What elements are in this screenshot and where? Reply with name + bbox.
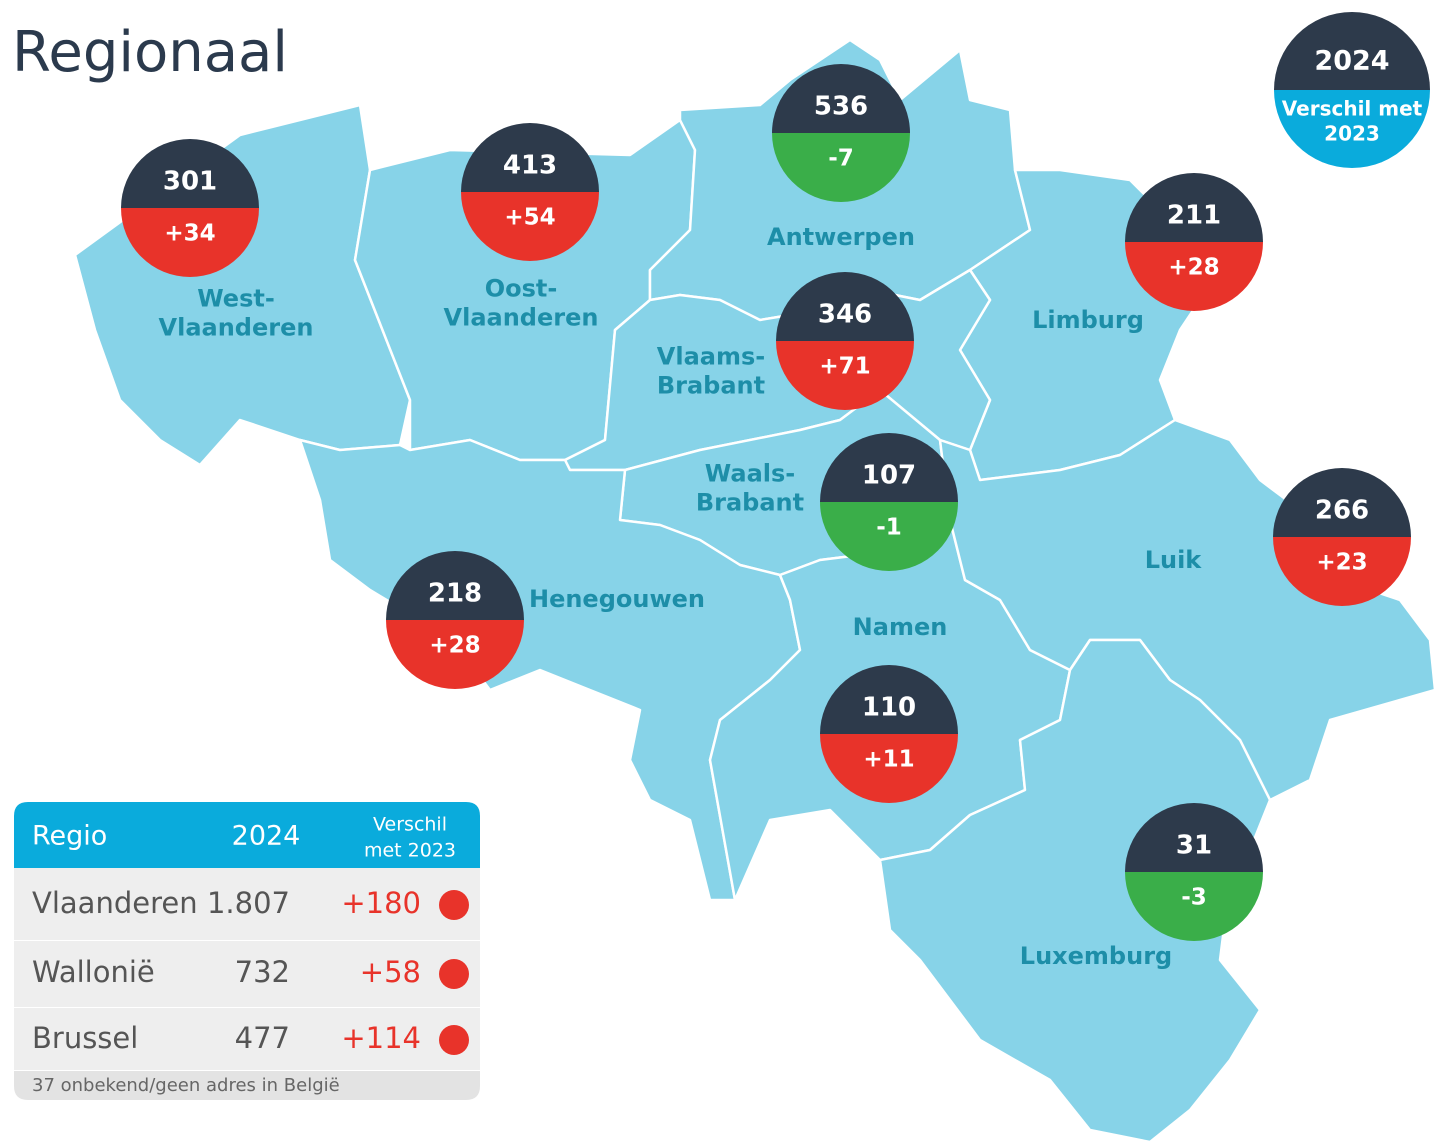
region-diff: -7 <box>828 146 854 172</box>
region-value: 301 <box>163 167 217 197</box>
row-name: Wallonië <box>32 955 155 989</box>
row-dot <box>439 1025 469 1055</box>
marker-top <box>1273 468 1411 537</box>
marker-top <box>1125 173 1263 242</box>
table-header: met 2023 <box>364 840 456 862</box>
row-diff: +58 <box>360 955 421 989</box>
row-diff: +114 <box>341 1021 421 1055</box>
region-label: Luik <box>1145 546 1203 574</box>
region-label: Vlaanderen <box>444 304 599 332</box>
region-diff: -1 <box>876 515 902 541</box>
row-dot <box>439 890 469 920</box>
region-value: 110 <box>862 693 916 723</box>
summary-table: Regio 2024 Verschil met 2023 37 onbekend… <box>14 802 480 1100</box>
marker-top <box>461 123 599 192</box>
marker-bottom <box>820 734 958 803</box>
region-value: 536 <box>814 92 868 122</box>
legend-year: 2024 <box>1314 46 1389 77</box>
marker-top <box>386 551 524 620</box>
table-header: Verschil <box>373 814 447 836</box>
region-diff: +34 <box>164 221 215 247</box>
legend-top <box>1274 12 1430 90</box>
legend-bottom <box>1274 90 1430 168</box>
region-label: Namen <box>853 613 948 641</box>
region-diff: -3 <box>1181 885 1207 911</box>
region-label: Waals- <box>705 460 795 488</box>
table-row-bg <box>14 941 480 1007</box>
marker-bottom <box>772 133 910 202</box>
region-label: Limburg <box>1032 306 1144 334</box>
marker-bottom <box>1273 537 1411 606</box>
region-label: Henegouwen <box>529 585 705 613</box>
region-label: Vlaams- <box>657 343 765 371</box>
table-row-bg <box>14 868 480 940</box>
legend-diff: Verschil met <box>1282 97 1423 121</box>
region-label: Brabant <box>696 489 804 517</box>
marker-top <box>776 272 914 341</box>
region-value: 346 <box>818 300 872 330</box>
region-label: Luxemburg <box>1020 942 1172 970</box>
page-title: Regionaal <box>12 20 288 85</box>
table-row-bg <box>14 1008 480 1070</box>
marker-bottom <box>461 192 599 261</box>
marker-bottom <box>121 208 259 277</box>
region-diff: +11 <box>863 747 914 773</box>
marker-top <box>121 139 259 208</box>
legend-diff: 2023 <box>1324 122 1380 146</box>
marker-bottom <box>1125 872 1263 941</box>
row-value: 477 <box>235 1021 290 1055</box>
row-name: Brussel <box>32 1021 138 1055</box>
region-value: 107 <box>862 461 916 491</box>
region-value: 266 <box>1315 496 1369 526</box>
table-header-bg <box>14 802 480 868</box>
marker-bottom <box>820 502 958 571</box>
table-footnote: 37 onbekend/geen adres in België <box>32 1075 340 1096</box>
row-value: 732 <box>235 955 290 989</box>
marker-top <box>820 665 958 734</box>
table-header: 2024 <box>232 821 301 852</box>
row-name: Vlaanderen <box>32 886 198 920</box>
marker-top <box>1125 803 1263 872</box>
region-value: 211 <box>1167 201 1221 231</box>
region-diff: +54 <box>504 205 555 231</box>
region-value: 218 <box>428 579 482 609</box>
province-shape <box>878 638 1272 1142</box>
region-markers: West-Vlaanderen301+34Oost-Vlaanderen413+… <box>121 12 1430 970</box>
region-label: Brabant <box>657 372 765 400</box>
region-label: Vlaanderen <box>159 314 314 342</box>
region-diff: +28 <box>429 633 480 659</box>
table-header: Regio <box>32 821 107 852</box>
region-diff: +23 <box>1316 550 1367 576</box>
region-diff: +71 <box>819 354 870 380</box>
region-label: Oost- <box>485 275 558 303</box>
region-label: Antwerpen <box>767 223 915 251</box>
region-value: 31 <box>1176 831 1212 861</box>
marker-bottom <box>776 341 914 410</box>
marker-bottom <box>386 620 524 689</box>
region-label: West- <box>197 285 275 313</box>
marker-bottom <box>1125 242 1263 311</box>
marker-top <box>820 433 958 502</box>
marker-top <box>772 64 910 133</box>
row-diff: +180 <box>341 886 421 920</box>
row-value: 1.807 <box>207 886 290 920</box>
region-value: 413 <box>503 151 557 181</box>
table-footer-bg <box>14 1071 480 1100</box>
region-diff: +28 <box>1168 255 1219 281</box>
row-dot <box>439 959 469 989</box>
